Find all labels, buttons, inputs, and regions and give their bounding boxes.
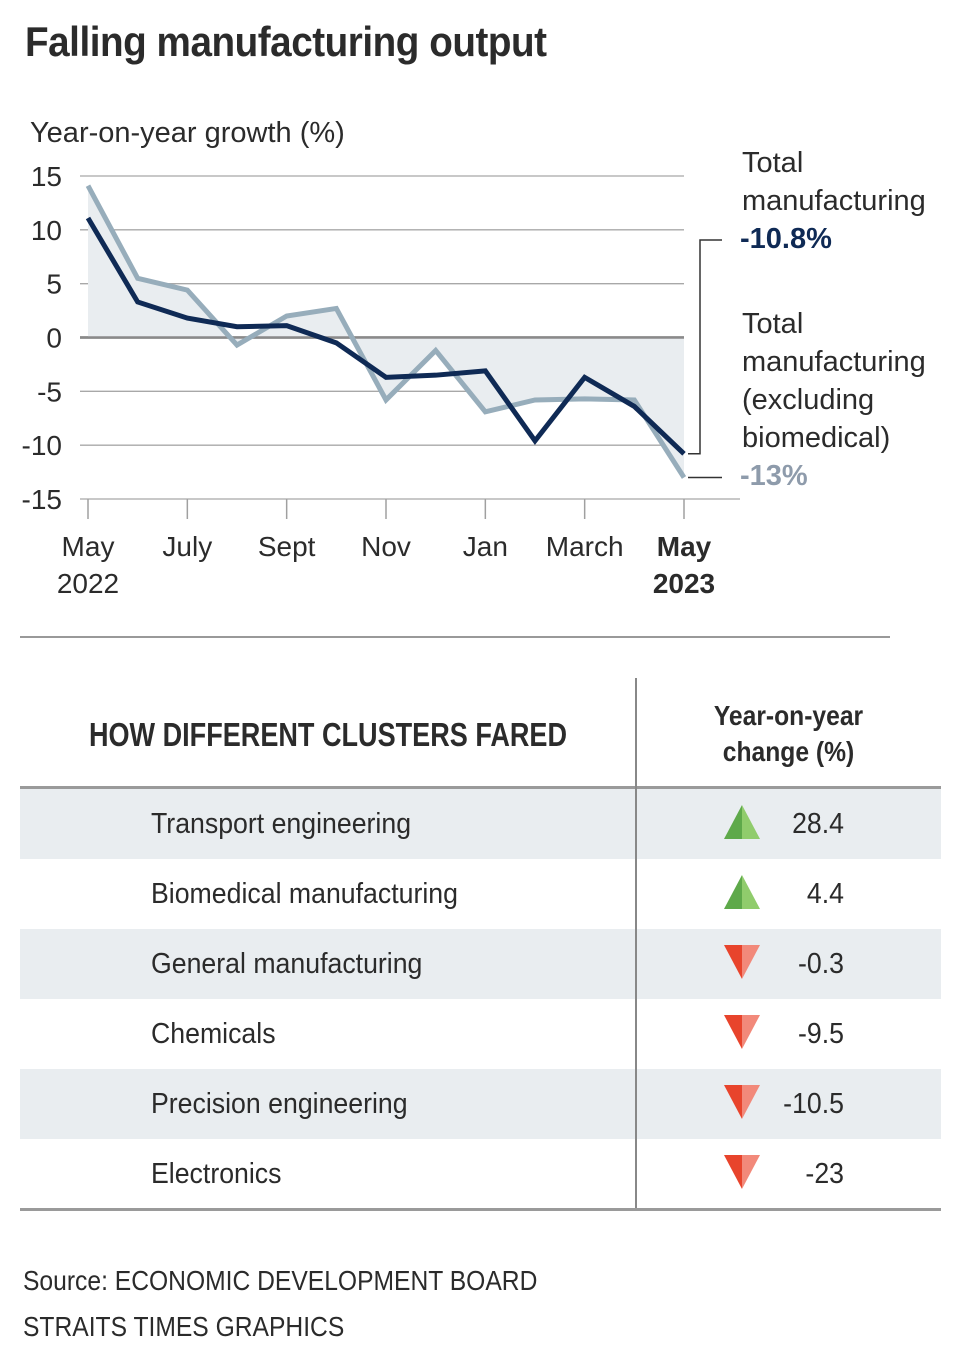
column-divider [635,678,637,1208]
up-triangle-icon [724,875,760,909]
table-top-rule [20,786,941,789]
up-triangle-icon [724,805,760,839]
change-value: -10.5 [783,1088,844,1120]
x-tick-label: May [657,531,712,562]
annotation-label: manufacturing [742,185,926,217]
y-tick-label: 0 [46,323,62,354]
change-value: -23 [805,1158,844,1190]
change-value: -0.3 [798,948,844,980]
change-header-line2: change (%) [722,736,855,767]
triangle-right-half [742,875,760,909]
cluster-name: Chemicals [151,1018,276,1050]
y-tick-label: 15 [31,161,62,192]
triangle-right-half [742,805,760,839]
annotation-value-excluding-biomedical: -13% [740,460,808,492]
triangle-left-half [724,1015,742,1049]
annotation-label: manufacturing [742,346,926,378]
annotation-label: Total [742,308,803,340]
x-tick-year-label: 2022 [57,568,119,599]
triangle-right-half [742,1015,760,1049]
triangle-left-half [724,945,742,979]
source-line: Source: ECONOMIC DEVELOPMENT BOARD [23,1265,538,1296]
change-value: 4.4 [806,878,844,910]
x-tick-label: Jan [463,531,508,562]
change-header-line1: Year-on-year [713,700,864,731]
x-tick-label: Sept [258,531,316,562]
table-row: Chemicals -9.5 [20,999,941,1069]
leader-line-total [688,239,722,455]
x-tick-label: July [162,531,212,562]
table-row: Electronics -23 [20,1139,941,1209]
change-value: 28.4 [792,808,844,840]
cluster-name: Transport engineering [151,808,412,840]
x-tick-label: May [62,531,115,562]
down-triangle-icon [724,1155,760,1189]
y-tick-label: 10 [31,215,62,246]
y-axis-label: Year-on-year growth (%) [30,117,345,149]
table-row: Precision engineering -10.5 [20,1069,941,1139]
change-value: -9.5 [798,1018,844,1050]
chart-title: Falling manufacturing output [25,18,547,65]
cluster-name: Precision engineering [151,1088,408,1120]
x-tick-year-label: 2023 [653,568,715,599]
triangle-left-half [724,805,742,839]
y-tick-label: 5 [46,269,62,300]
clusters-table: HOW DIFFERENT CLUSTERS FARED Year-on-yea… [20,678,941,1211]
down-triangle-icon [724,945,760,979]
triangle-left-half [724,1155,742,1189]
source-note: Source: ECONOMIC DEVELOPMENT BOARD STRAI… [23,1258,537,1350]
down-triangle-icon [724,1015,760,1049]
line-chart: Year-on-year growth (%) 15 10 5 0 -5 -10 -15 M… [22,117,926,599]
annotation-label: Total [742,147,803,179]
credit-line: STRAITS TIMES GRAPHICS [23,1311,345,1342]
change-column-header: Year-on-year change (%) [654,698,922,770]
cluster-name: General manufacturing [151,948,423,980]
annotation-label: (excluding [742,384,874,416]
annotation-value-total: -10.8% [740,223,832,255]
table-header: HOW DIFFERENT CLUSTERS FARED Year-on-yea… [20,678,941,786]
down-triangle-icon [724,1085,760,1119]
triangle-right-half [742,1155,760,1189]
y-tick-label: -5 [37,376,62,407]
x-tick-label: Nov [361,531,411,562]
table-bottom-rule [20,1208,941,1211]
table-row: Biomedical manufacturing 4.4 [20,859,941,929]
triangle-right-half [742,945,760,979]
section-divider [20,636,890,638]
table-row: Transport engineering 28.4 [20,789,941,859]
cluster-name: Electronics [151,1158,282,1190]
table-row: General manufacturing -0.3 [20,929,941,999]
table-body: Transport engineering 28.4 Biomedical manu… [20,789,941,1209]
triangle-right-half [742,1085,760,1119]
y-tick-label: -10 [22,430,62,461]
triangle-left-half [724,875,742,909]
x-tick-label: March [546,531,624,562]
triangle-left-half [724,1085,742,1119]
table-title: HOW DIFFERENT CLUSTERS FARED [88,716,568,753]
y-tick-label: -15 [22,484,62,515]
area-fill-excluding-biomedical [88,185,684,478]
cluster-name: Biomedical manufacturing [151,878,458,910]
annotation-label: biomedical) [742,422,890,454]
